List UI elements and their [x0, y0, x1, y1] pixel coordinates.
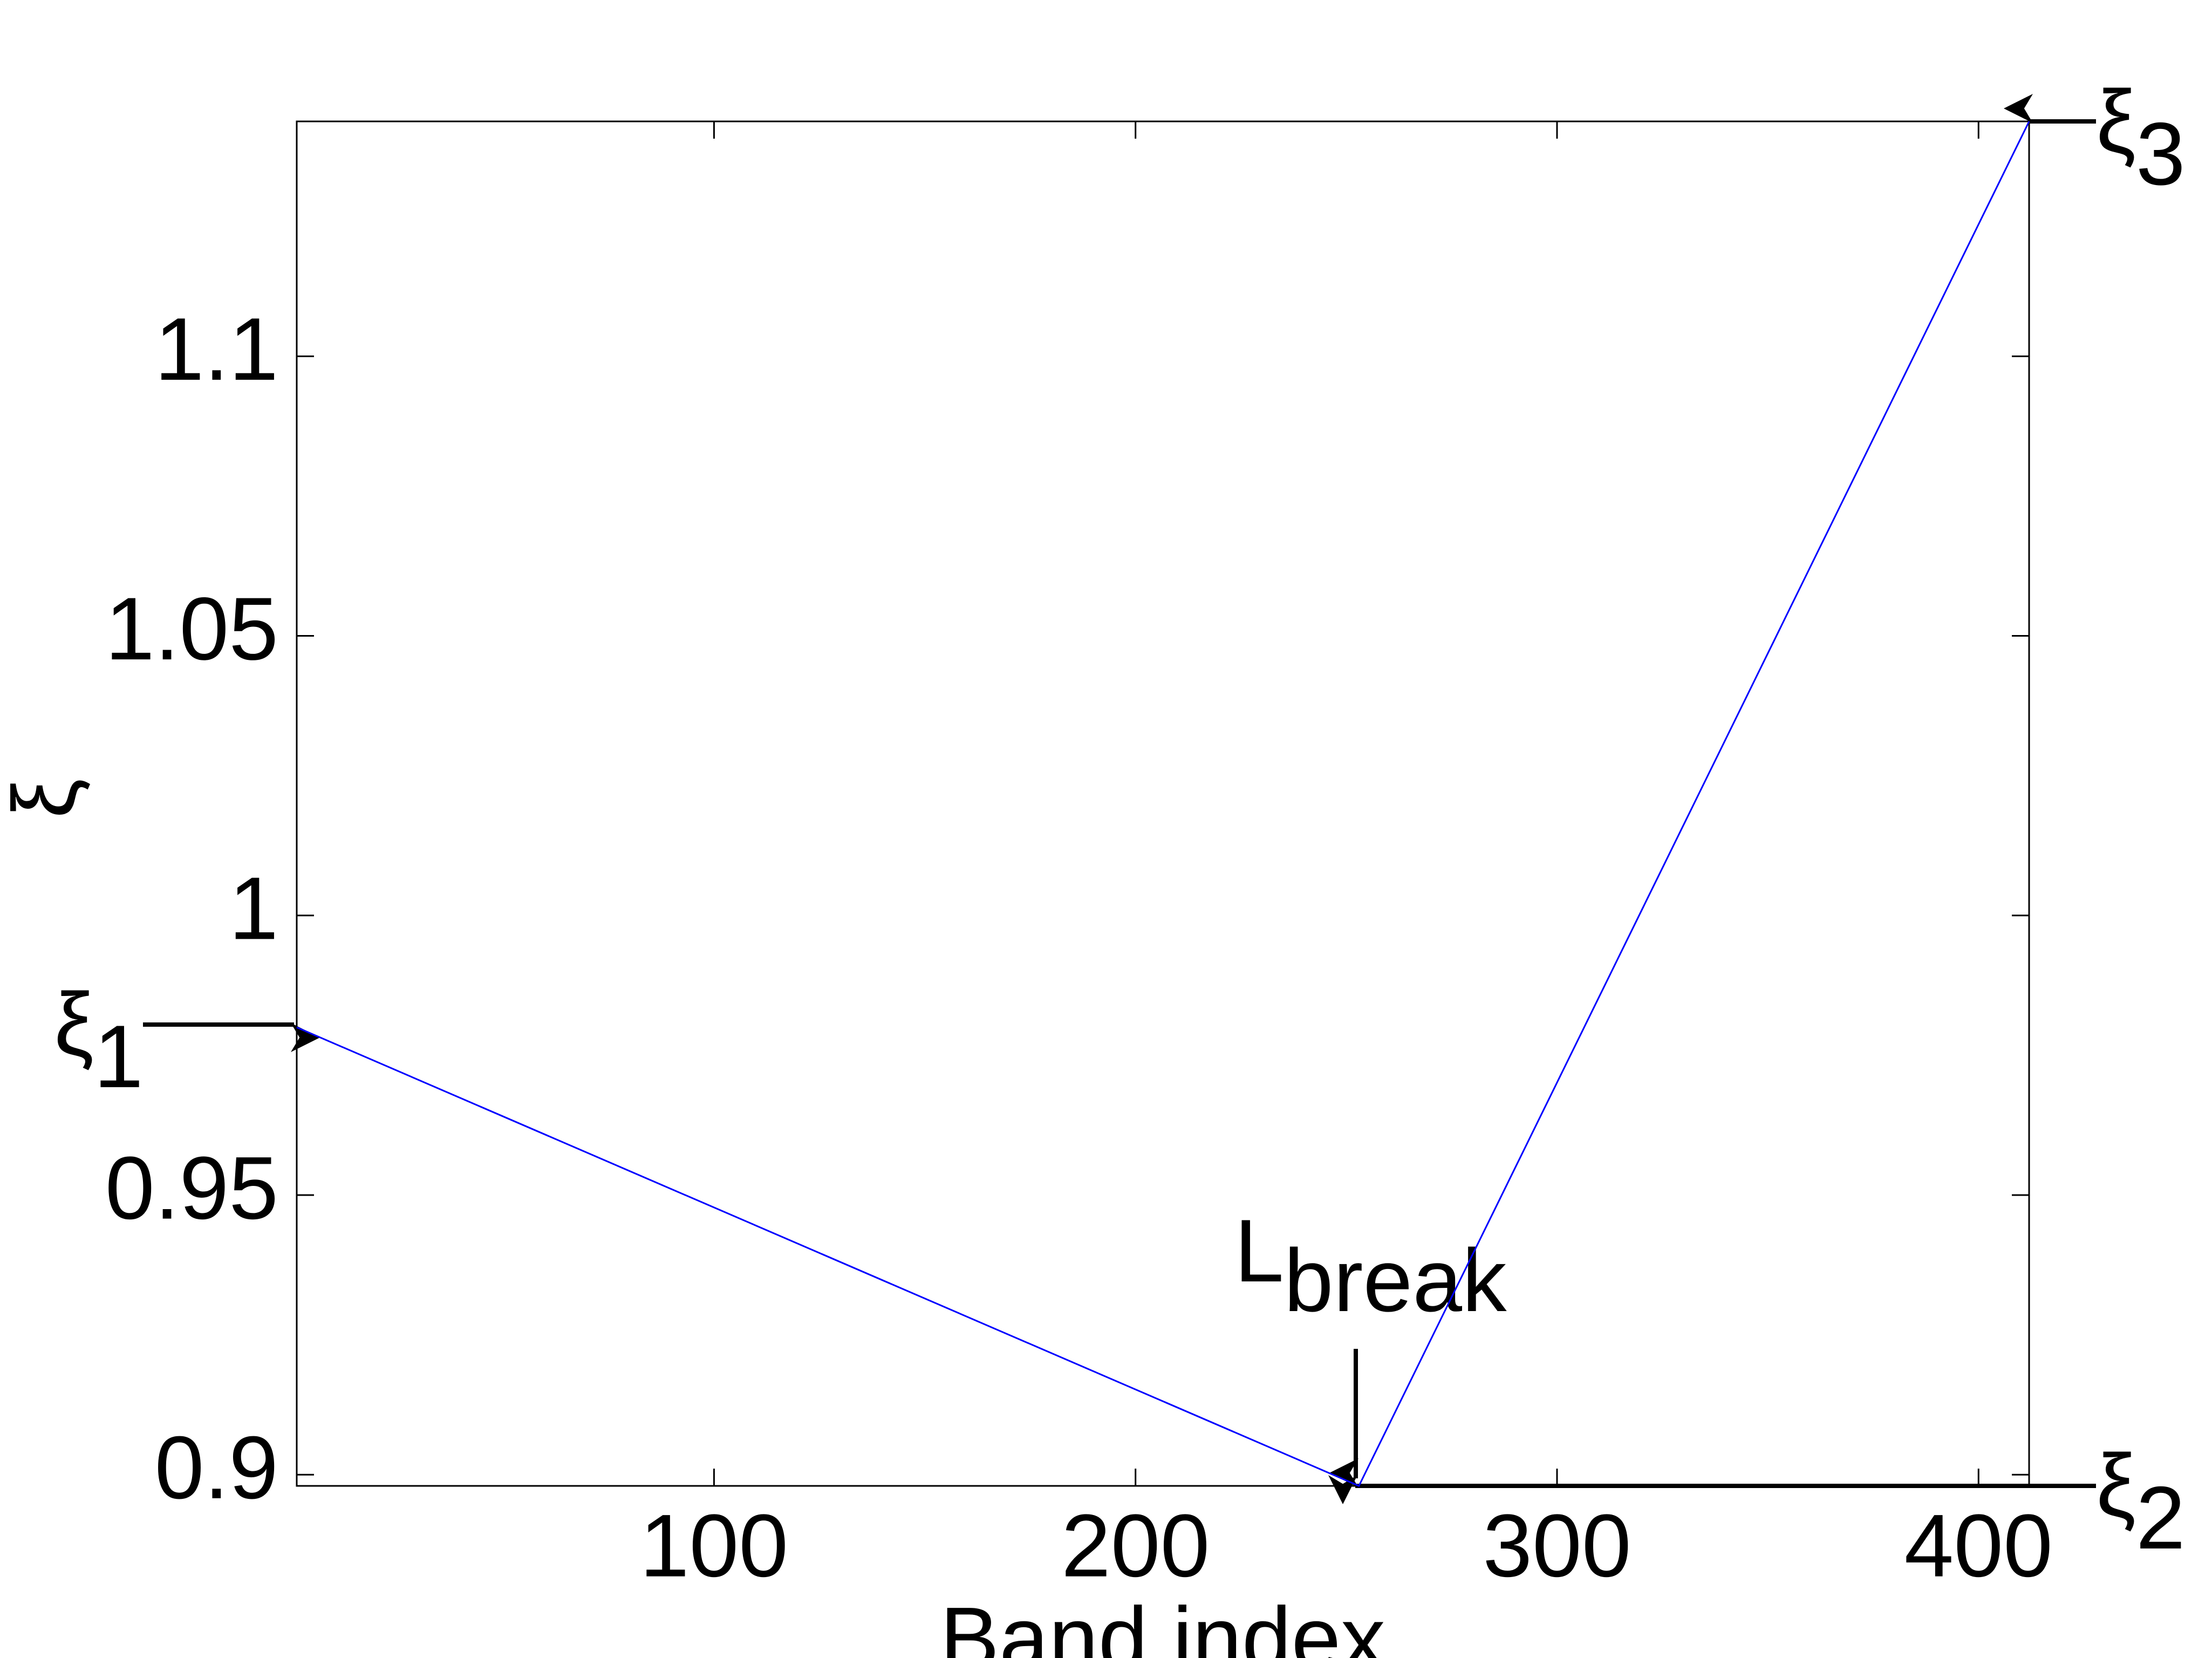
y-tick-label: 0.95 [105, 1138, 278, 1238]
x-tick-label: 400 [1904, 1496, 2053, 1595]
annotation: Lbreak [1234, 1201, 1507, 1330]
y-tick-label: 0.9 [155, 1418, 278, 1517]
y-tick-label: 1 [229, 858, 278, 958]
x-axis-label: Band index [940, 1589, 1385, 1658]
plot-frame [296, 120, 2030, 1487]
y-axis-label: ξ [0, 779, 94, 818]
data-line [296, 121, 2030, 1487]
annotation: ξ2 [2096, 1436, 2186, 1567]
x-tick-label: 100 [640, 1496, 788, 1595]
annotation: ξ3 [2096, 72, 2186, 203]
annotation: ξ1 [54, 974, 144, 1106]
y-tick-label: 1.1 [155, 299, 278, 399]
y-tick-label: 1.05 [105, 579, 278, 678]
x-tick-label: 300 [1483, 1496, 1631, 1595]
x-tick-label: 200 [1061, 1496, 1210, 1595]
